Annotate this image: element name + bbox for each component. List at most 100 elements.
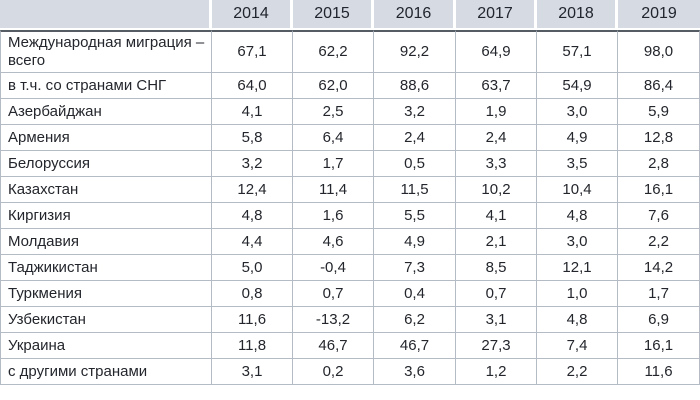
cell-value: 64,9 (456, 30, 537, 73)
cell-value: 7,3 (374, 255, 456, 281)
year-column-header: 2018 (537, 0, 618, 30)
cell-value: 8,5 (456, 255, 537, 281)
cell-value: 2,4 (374, 125, 456, 151)
cell-value: 92,2 (374, 30, 456, 73)
cell-value: 46,7 (374, 333, 456, 359)
cell-value: 4,1 (212, 99, 293, 125)
cell-value: 5,8 (212, 125, 293, 151)
cell-value: 11,5 (374, 177, 456, 203)
cell-value: 1,7 (293, 151, 374, 177)
cell-value: 4,4 (212, 229, 293, 255)
header-row: 2014 2015 2016 2017 2018 2019 (0, 0, 700, 30)
cell-value: 3,0 (537, 99, 618, 125)
row-label: Белоруссия (0, 151, 212, 177)
table-row: Белоруссия 3,2 1,7 0,5 3,3 3,5 2,8 (0, 151, 700, 177)
row-label: Украина (0, 333, 212, 359)
table-row: в т.ч. со странами СНГ 64,0 62,0 88,6 63,7 54… (0, 73, 700, 99)
cell-value: 3,2 (374, 99, 456, 125)
cell-value: 2,2 (537, 359, 618, 385)
cell-value: 2,1 (456, 229, 537, 255)
cell-value: 1,7 (618, 281, 700, 307)
cell-value: 10,4 (537, 177, 618, 203)
cell-value: 16,1 (618, 333, 700, 359)
table-row: Азербайджан 4,1 2,5 3,2 1,9 3,0 5,9 (0, 99, 700, 125)
row-label: с другими странами (0, 359, 212, 385)
cell-value: 4,6 (293, 229, 374, 255)
cell-value: 7,4 (537, 333, 618, 359)
table-row: Украина 11,8 46,7 46,7 27,3 7,4 16,1 (0, 333, 700, 359)
cell-value: 4,8 (537, 203, 618, 229)
cell-value: 0,7 (456, 281, 537, 307)
cell-value: 0,7 (293, 281, 374, 307)
cell-value: 46,7 (293, 333, 374, 359)
cell-value: 62,0 (293, 73, 374, 99)
cell-value: 4,9 (374, 229, 456, 255)
cell-value: 0,2 (293, 359, 374, 385)
cell-value: 64,0 (212, 73, 293, 99)
table-body: Международная миграция – всего 67,1 62,2 92… (0, 30, 700, 385)
cell-value: 6,9 (618, 307, 700, 333)
table-row: Казахстан 12,4 11,4 11,5 10,2 10,4 16,1 (0, 177, 700, 203)
cell-value: 6,4 (293, 125, 374, 151)
cell-value: 86,4 (618, 73, 700, 99)
corner-cell (0, 0, 212, 30)
cell-value: 0,8 (212, 281, 293, 307)
table-row: Туркмения 0,8 0,7 0,4 0,7 1,0 1,7 (0, 281, 700, 307)
cell-value: 2,2 (618, 229, 700, 255)
row-label: Армения (0, 125, 212, 151)
cell-value: 14,2 (618, 255, 700, 281)
cell-value: 27,3 (456, 333, 537, 359)
row-label: Международная миграция – всего (0, 30, 212, 73)
table-row: Армения 5,8 6,4 2,4 2,4 4,9 12,8 (0, 125, 700, 151)
year-column-header: 2014 (212, 0, 293, 30)
cell-value: 3,0 (537, 229, 618, 255)
cell-value: 12,1 (537, 255, 618, 281)
cell-value: 3,6 (374, 359, 456, 385)
cell-value: 3,1 (456, 307, 537, 333)
cell-value: 3,5 (537, 151, 618, 177)
cell-value: -13,2 (293, 307, 374, 333)
cell-value: 4,8 (212, 203, 293, 229)
row-label: Таджикистан (0, 255, 212, 281)
row-label: Молдавия (0, 229, 212, 255)
year-column-header: 2019 (618, 0, 700, 30)
cell-value: 11,6 (212, 307, 293, 333)
cell-value: 62,2 (293, 30, 374, 73)
cell-value: 12,8 (618, 125, 700, 151)
cell-value: 1,6 (293, 203, 374, 229)
cell-value: 5,9 (618, 99, 700, 125)
table-header: 2014 2015 2016 2017 2018 2019 (0, 0, 700, 30)
table-row: Узбекистан 11,6 -13,2 6,2 3,1 4,8 6,9 (0, 307, 700, 333)
cell-value: 0,5 (374, 151, 456, 177)
cell-value: 1,0 (537, 281, 618, 307)
table-row: Молдавия 4,4 4,6 4,9 2,1 3,0 2,2 (0, 229, 700, 255)
cell-value: 3,3 (456, 151, 537, 177)
cell-value: 6,2 (374, 307, 456, 333)
cell-value: 2,4 (456, 125, 537, 151)
migration-table: 2014 2015 2016 2017 2018 2019 Международ… (0, 0, 700, 385)
cell-value: 3,1 (212, 359, 293, 385)
cell-value: 88,6 (374, 73, 456, 99)
cell-value: 11,4 (293, 177, 374, 203)
cell-value: 63,7 (456, 73, 537, 99)
cell-value: 11,8 (212, 333, 293, 359)
row-label: Узбекистан (0, 307, 212, 333)
cell-value: 1,2 (456, 359, 537, 385)
cell-value: 5,5 (374, 203, 456, 229)
row-label: в т.ч. со странами СНГ (0, 73, 212, 99)
cell-value: 16,1 (618, 177, 700, 203)
table-row: Киргизия 4,8 1,6 5,5 4,1 4,8 7,6 (0, 203, 700, 229)
cell-value: 67,1 (212, 30, 293, 73)
cell-value: 4,1 (456, 203, 537, 229)
year-column-header: 2016 (374, 0, 456, 30)
row-label: Туркмения (0, 281, 212, 307)
cell-value: 12,4 (212, 177, 293, 203)
cell-value: 2,8 (618, 151, 700, 177)
table-row: с другими странами 3,1 0,2 3,6 1,2 2,2 11,6 (0, 359, 700, 385)
row-label: Казахстан (0, 177, 212, 203)
row-label: Азербайджан (0, 99, 212, 125)
year-column-header: 2015 (293, 0, 374, 30)
cell-value: 3,2 (212, 151, 293, 177)
table-row: Таджикистан 5,0 -0,4 7,3 8,5 12,1 14,2 (0, 255, 700, 281)
table-row: Международная миграция – всего 67,1 62,2 92… (0, 30, 700, 73)
